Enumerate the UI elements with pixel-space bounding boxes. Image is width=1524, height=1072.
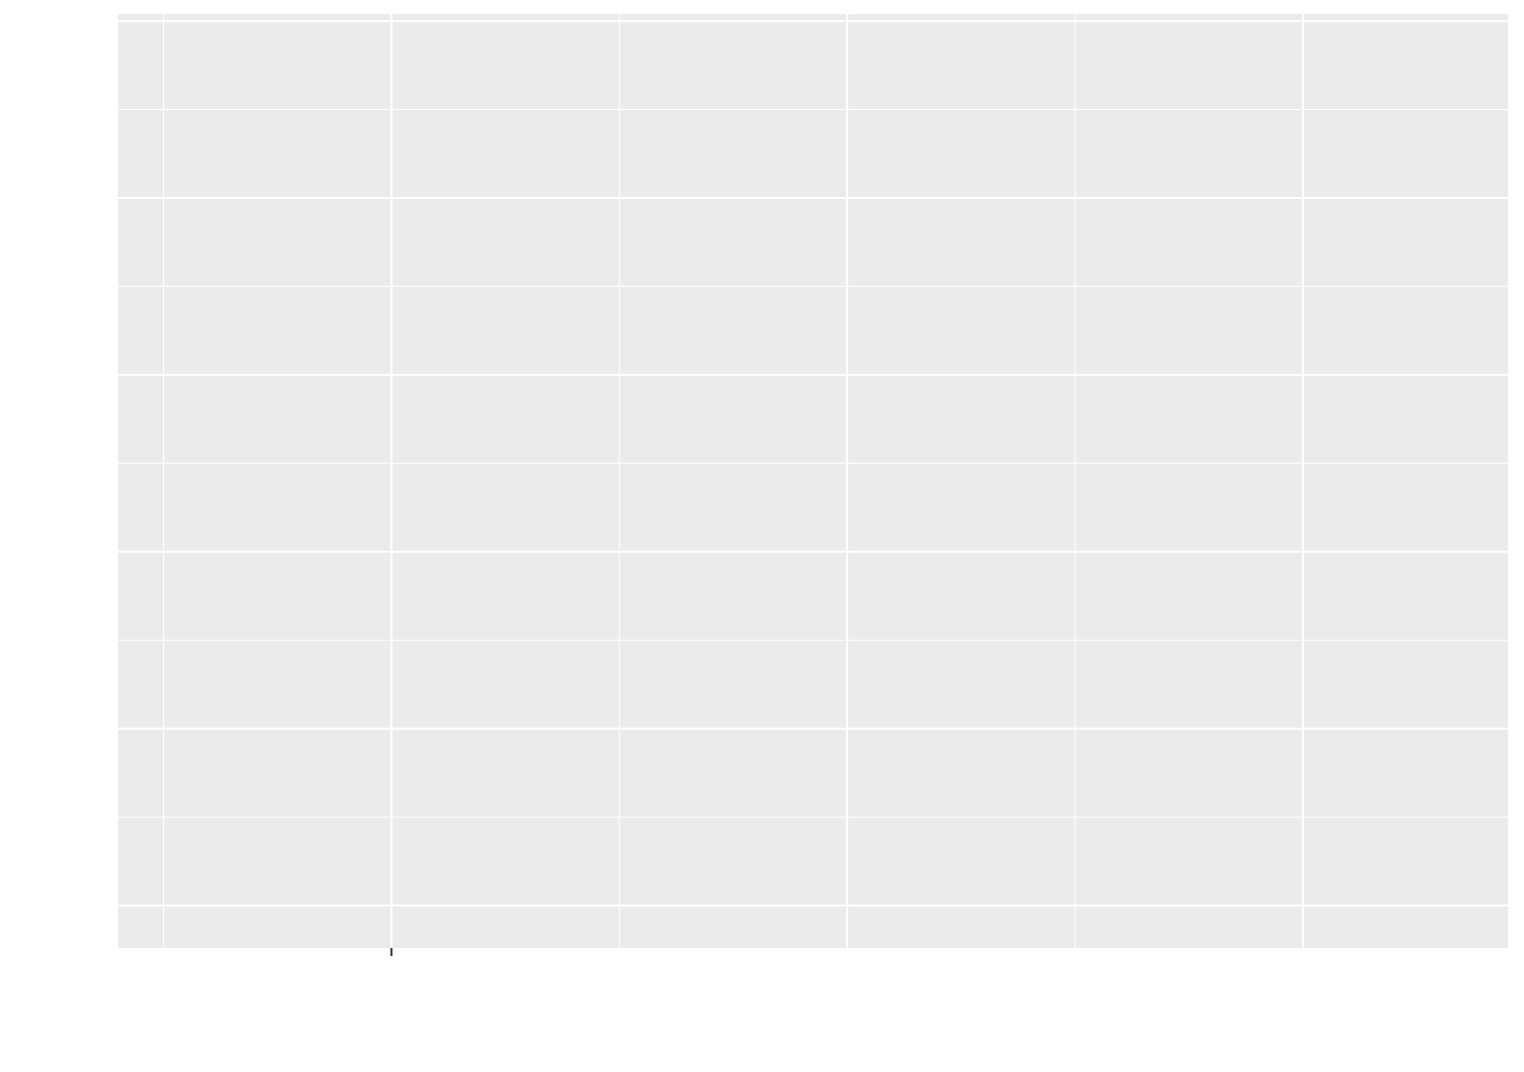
scatter-chart bbox=[0, 0, 1524, 1072]
plot-panel bbox=[118, 14, 1508, 948]
